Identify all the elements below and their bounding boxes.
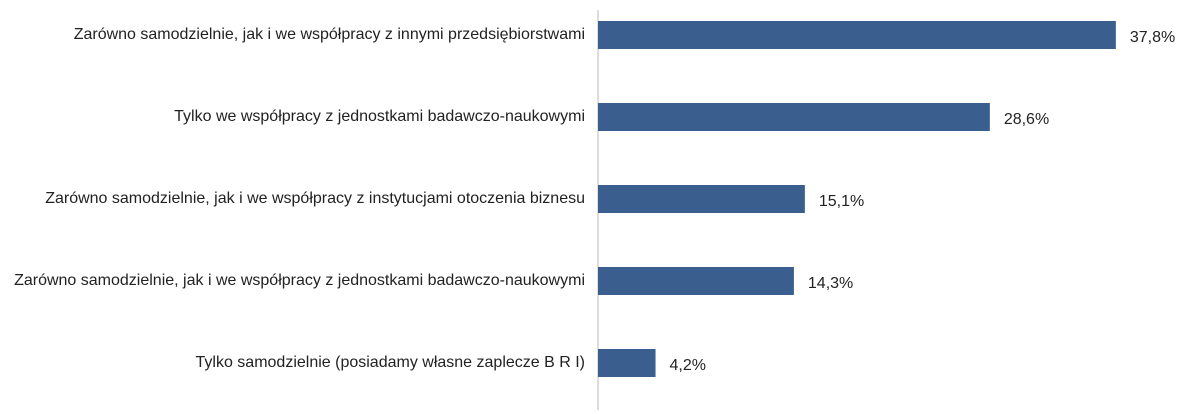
bar [598,185,805,213]
category-label: Zarówno samodzielnie, jak i we współprac… [73,26,585,43]
category-label: Tylko we współpracy z jednostkami badawc… [174,108,585,125]
category-label: Zarówno samodzielnie, jak i we współprac… [14,272,585,289]
bar [598,21,1116,49]
value-label: 4,2% [670,357,706,374]
value-label: 37,8% [1130,29,1175,46]
bar [598,103,990,131]
bar [598,349,656,377]
value-label: 14,3% [808,275,853,292]
category-label: Tylko samodzielnie (posiadamy własne zap… [195,354,586,371]
value-label: 28,6% [1004,111,1049,128]
bar [598,267,794,295]
value-label: 15,1% [819,193,864,210]
category-label: Zarówno samodzielnie, jak i we współprac… [45,190,585,207]
